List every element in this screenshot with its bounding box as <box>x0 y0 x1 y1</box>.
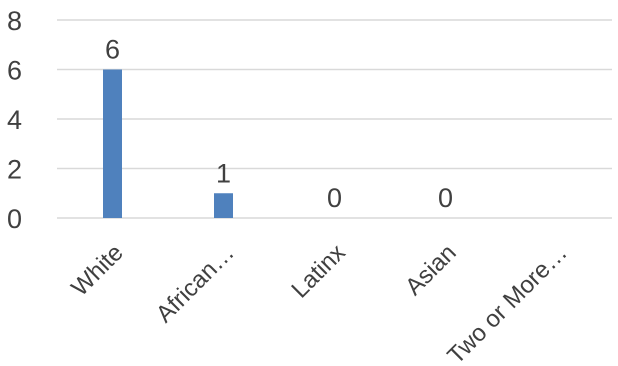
category-label-2: Latinx <box>286 239 350 303</box>
y-tick-label-8: 8 <box>7 6 22 36</box>
data-label-2: 0 <box>327 183 342 213</box>
data-label-3: 0 <box>438 183 453 213</box>
y-tick-label-0: 0 <box>7 204 22 234</box>
category-label-0: White <box>66 239 128 301</box>
bar-1 <box>214 193 233 218</box>
data-label-1: 1 <box>216 158 231 188</box>
category-label-3: Asian <box>400 239 462 301</box>
y-tick-label-4: 4 <box>7 105 22 135</box>
category-label-1: African… <box>151 239 240 328</box>
category-label-4: Two or More… <box>442 239 572 366</box>
y-tick-label-2: 2 <box>7 155 22 185</box>
data-label-0: 6 <box>105 35 120 65</box>
bar-0 <box>103 69 122 218</box>
y-tick-label-6: 6 <box>7 56 22 86</box>
